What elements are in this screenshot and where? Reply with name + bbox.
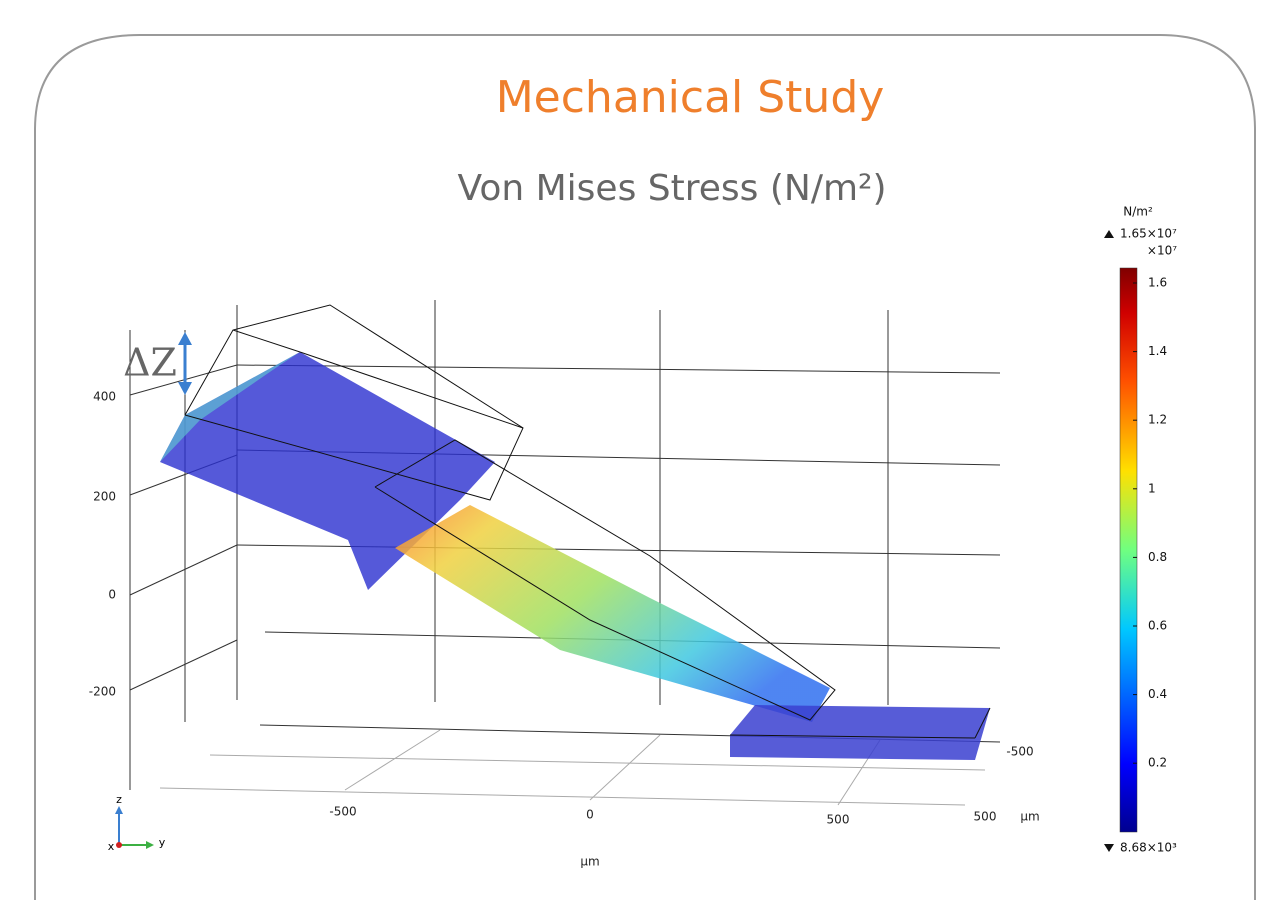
colorbar-max: 1.65×10⁷ bbox=[1120, 227, 1177, 241]
anchor-block bbox=[730, 705, 990, 760]
y-tick-label: 500 bbox=[827, 813, 850, 827]
axis-triad: z y x bbox=[108, 793, 166, 853]
page: {"header": {"title": "Mechanical Study",… bbox=[0, 0, 1265, 900]
colorbar-tick-label: 0.6 bbox=[1148, 619, 1167, 633]
max-marker bbox=[1104, 230, 1114, 238]
colorbar bbox=[1120, 268, 1137, 832]
y-tick-label: 0 bbox=[586, 808, 594, 822]
colorbar-min: 8.68×10³ bbox=[1120, 841, 1177, 855]
delta-z-arrow bbox=[178, 332, 192, 395]
slide: Mechanical Study Von Mises Stress (N/m²)… bbox=[0, 0, 1265, 900]
colorbar-tick-label: 0.8 bbox=[1148, 550, 1167, 564]
y-unit: μm bbox=[580, 855, 599, 869]
min-marker bbox=[1104, 844, 1114, 852]
colorbar-tick-label: 1.4 bbox=[1148, 344, 1167, 358]
z-tick-label: 200 bbox=[93, 490, 116, 504]
colorbar-unit: N/m² bbox=[1123, 205, 1153, 219]
triad-z: z bbox=[116, 793, 122, 806]
z-tick-label: -200 bbox=[89, 685, 116, 699]
y-tick-label: -500 bbox=[329, 805, 356, 819]
x-unit: μm bbox=[1020, 810, 1039, 824]
x-tick-label: -500 bbox=[1006, 745, 1033, 759]
colorbar-tick-label: 0.4 bbox=[1148, 687, 1167, 701]
delta-z-label: ΔZ bbox=[123, 341, 177, 385]
colorbar-tick-label: 1 bbox=[1148, 481, 1156, 495]
title: Mechanical Study bbox=[496, 72, 885, 123]
triad-x: x bbox=[108, 840, 115, 853]
triad-y: y bbox=[159, 836, 166, 849]
x-tick-label: 500 bbox=[974, 810, 997, 824]
subtitle: Von Mises Stress (N/m²) bbox=[457, 168, 886, 209]
colorbar-multiplier: ×10⁷ bbox=[1147, 244, 1177, 258]
colorbar-tick-label: 1.2 bbox=[1148, 413, 1167, 427]
colorbar-ticks: 1.6 1.4 1.2 1 0.8 0.6 0.4 0.2 bbox=[1133, 276, 1167, 770]
colorbar-tick-label: 0.2 bbox=[1148, 756, 1167, 770]
z-tick-label: 0 bbox=[108, 588, 116, 602]
colorbar-tick-label: 1.6 bbox=[1148, 276, 1167, 290]
z-tick-label: 400 bbox=[93, 390, 116, 404]
beam bbox=[395, 505, 830, 722]
